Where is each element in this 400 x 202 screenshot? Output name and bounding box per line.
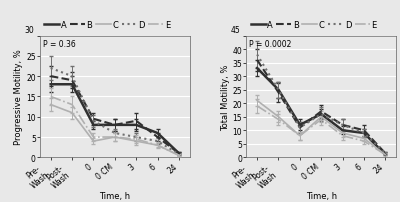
X-axis label: Time, h: Time, h bbox=[306, 191, 337, 200]
Text: P = 0.0002: P = 0.0002 bbox=[250, 40, 292, 49]
Text: P = 0.36: P = 0.36 bbox=[43, 40, 76, 49]
Legend: A, B, C, D, E: A, B, C, D, E bbox=[44, 21, 170, 30]
X-axis label: Time, h: Time, h bbox=[99, 191, 130, 200]
Y-axis label: Progressive Motility, %: Progressive Motility, % bbox=[14, 49, 24, 145]
Text: 30: 30 bbox=[24, 26, 34, 35]
Legend: A, B, C, D, E: A, B, C, D, E bbox=[250, 21, 376, 30]
Text: 45: 45 bbox=[231, 26, 240, 35]
Y-axis label: Total Motility, %: Total Motility, % bbox=[221, 64, 230, 130]
